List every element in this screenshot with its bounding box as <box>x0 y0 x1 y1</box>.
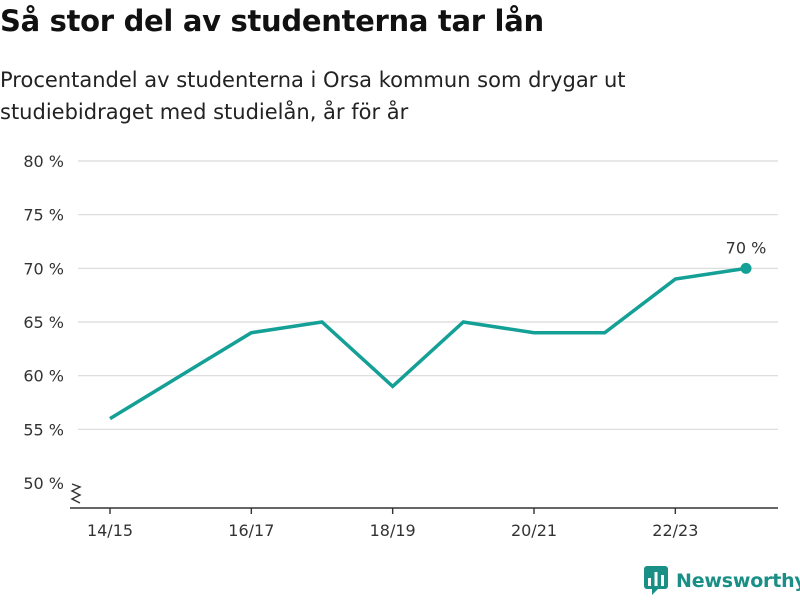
y-tick-label: 75 % <box>23 206 64 225</box>
y-tick-label: 70 % <box>23 259 64 278</box>
end-point-marker <box>740 262 752 274</box>
gridlines <box>70 160 778 504</box>
brand-name: Newsworthy <box>676 570 800 592</box>
x-tick-label: 16/17 <box>228 521 274 540</box>
chart-title: Så stor del av studenterna tar lån <box>0 4 544 38</box>
chart-subtitle: Procentandel av studenterna i Orsa kommu… <box>0 68 626 124</box>
x-tick-label: 22/23 <box>652 521 698 540</box>
newsworthy-brand: Newsworthy <box>644 566 800 596</box>
x-tick-label: 20/21 <box>511 521 557 540</box>
axis-break-icon <box>70 483 82 504</box>
bar-chart-logo-icon <box>644 566 668 595</box>
series <box>109 266 747 421</box>
y-axis-ticks: 80 % 75 % 70 % 65 % 60 % 55 % 50 % <box>23 152 64 493</box>
series-line <box>109 266 747 421</box>
y-tick-label: 80 % <box>23 152 64 171</box>
x-tick-label: 18/19 <box>370 521 416 540</box>
annotations: 70 % <box>726 238 767 274</box>
x-axis-ticks: 14/15 16/17 18/19 20/21 22/23 <box>87 508 698 540</box>
y-tick-label: 50 % <box>23 474 64 493</box>
y-tick-label: 55 % <box>23 420 64 439</box>
y-tick-label: 60 % <box>23 367 64 386</box>
x-tick-label: 14/15 <box>87 521 133 540</box>
end-value-label: 70 % <box>726 238 767 257</box>
y-tick-label: 65 % <box>23 313 64 332</box>
